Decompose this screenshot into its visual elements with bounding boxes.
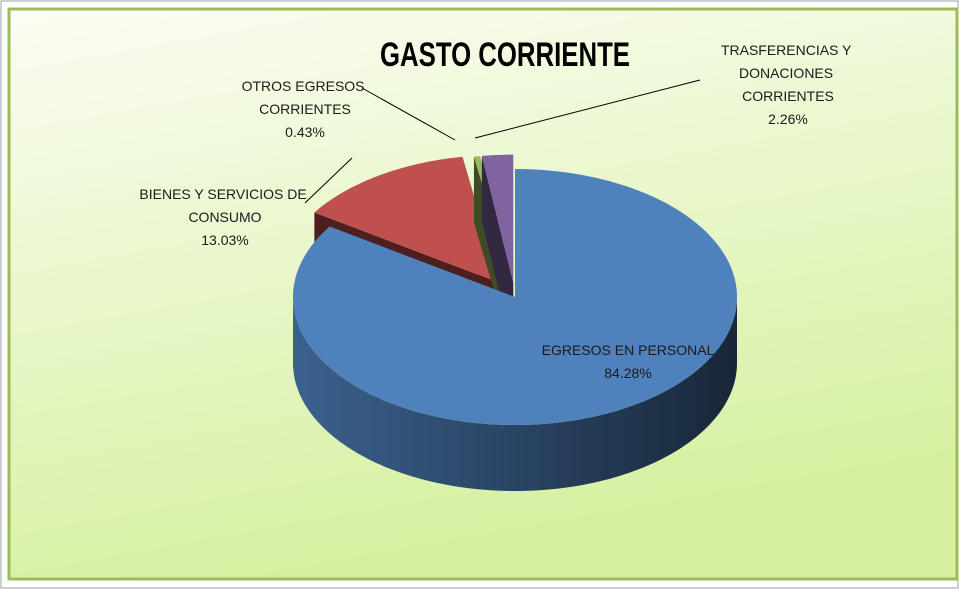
value-label: 84.28% — [604, 365, 651, 381]
slice — [481, 154, 514, 283]
label-line: EGRESOS EN PERSONAL — [542, 342, 715, 358]
value-label: 2.26% — [768, 111, 808, 127]
category-label: EGRESOS EN PERSONAL — [542, 342, 715, 358]
leader-line — [304, 157, 353, 204]
label-line: CORRIENTES — [742, 88, 834, 104]
category-label: TRASFERENCIAS Y DONACIONES CORRIENTES — [721, 42, 855, 104]
leader-line — [361, 87, 456, 141]
slice — [293, 169, 737, 425]
label-line: BIENES Y SERVICIOS DE — [139, 186, 310, 202]
value-label: 13.03% — [201, 232, 248, 248]
slice — [314, 156, 500, 283]
pie — [293, 154, 737, 491]
labels: EGRESOS EN PERSONAL 84.28% BIENES Y SERVIC… — [139, 42, 855, 381]
label-line: TRASFERENCIAS Y — [721, 42, 855, 58]
category-label: BIENES Y SERVICIOS DE CONSUMO — [139, 186, 310, 225]
chart-title: GASTO CORRIENTE — [380, 36, 630, 74]
category-label: OTROS EGRESOS CORRIENTES — [242, 78, 369, 117]
label-line: CORRIENTES — [259, 101, 351, 117]
label-line: DONACIONES — [739, 65, 837, 81]
label-line: CONSUMO — [188, 209, 261, 225]
leader-line — [474, 79, 701, 139]
label-line: OTROS EGRESOS — [242, 78, 369, 94]
value-label: 0.43% — [285, 124, 325, 140]
slice-wall — [293, 297, 737, 491]
